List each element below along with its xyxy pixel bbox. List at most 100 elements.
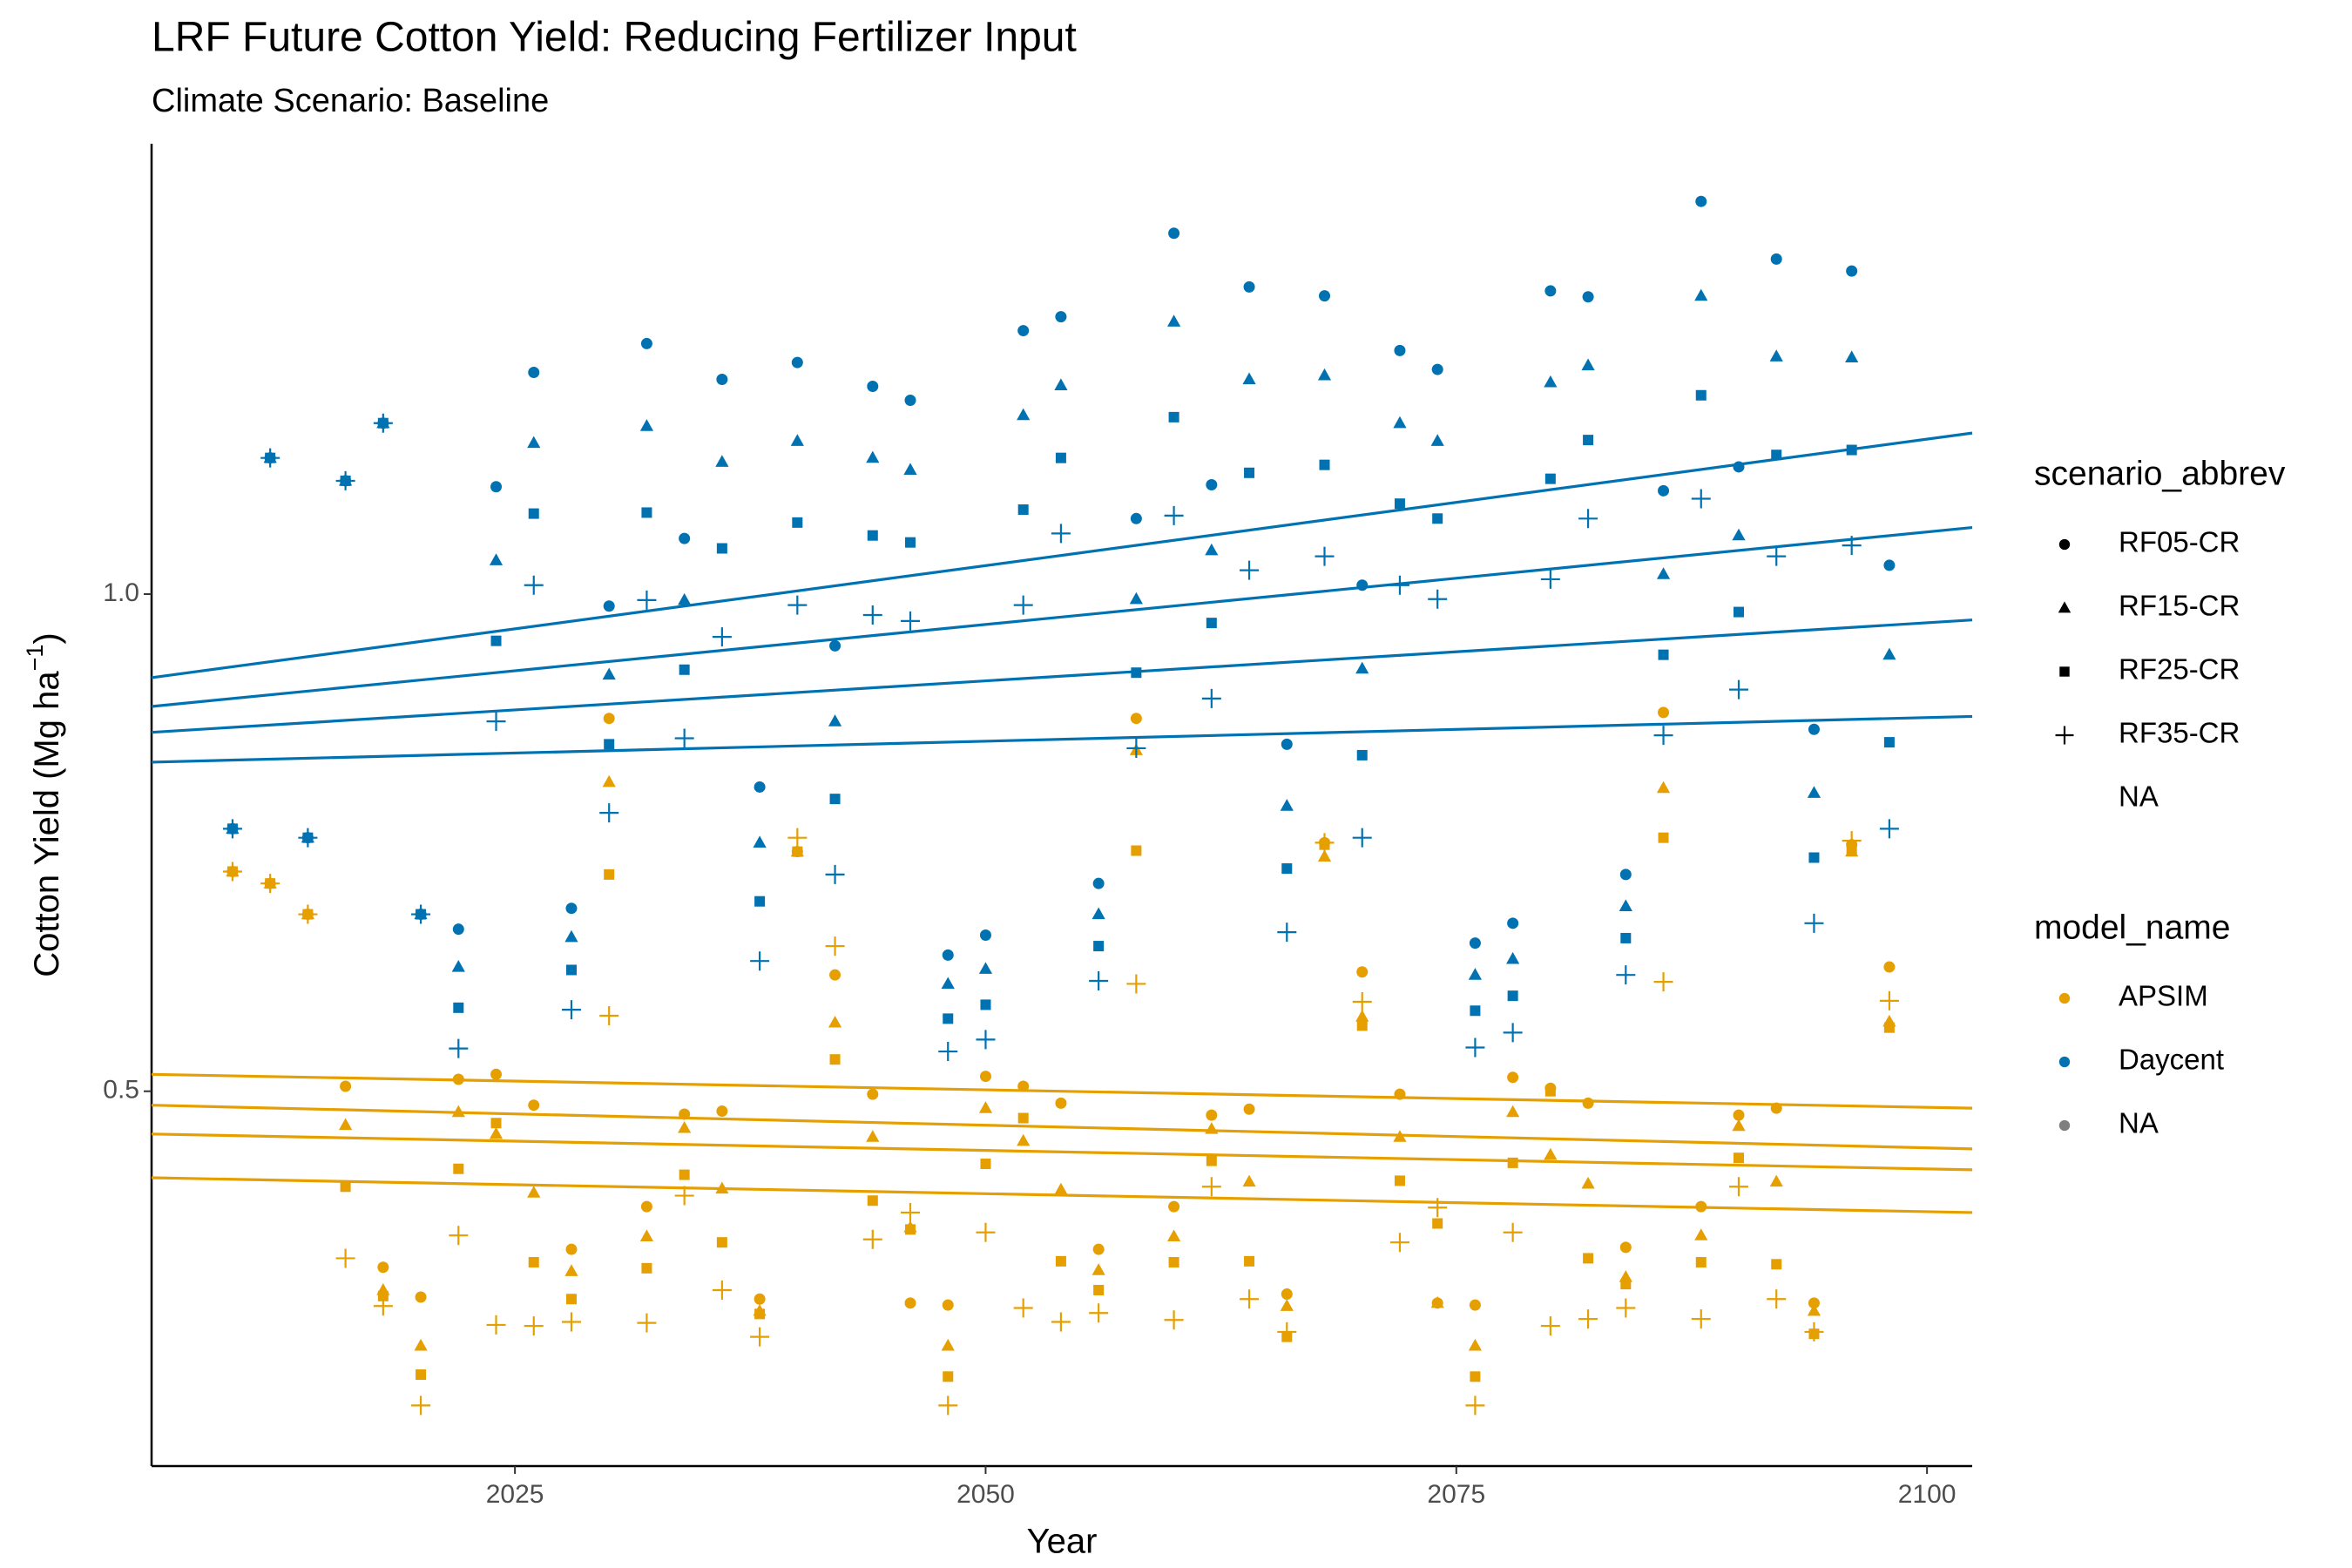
point xyxy=(486,1315,506,1335)
point xyxy=(1729,1177,1748,1197)
point xyxy=(222,862,242,882)
point xyxy=(640,337,652,349)
point xyxy=(415,1291,427,1303)
point xyxy=(452,923,464,936)
point xyxy=(340,1181,351,1193)
point xyxy=(335,1248,355,1268)
point xyxy=(1089,971,1109,991)
point xyxy=(1653,726,1673,746)
point xyxy=(1470,1371,1481,1382)
point xyxy=(298,828,318,848)
point xyxy=(1017,1112,1029,1124)
point xyxy=(1055,1255,1066,1267)
point xyxy=(674,728,694,748)
trend-line xyxy=(151,618,1973,734)
point xyxy=(1166,1229,1181,1241)
point xyxy=(1620,932,1632,943)
point xyxy=(1356,966,1369,978)
point xyxy=(1055,1097,1067,1109)
point xyxy=(980,1159,991,1170)
point xyxy=(862,1229,882,1249)
point xyxy=(377,1261,389,1274)
point xyxy=(943,1371,954,1382)
point xyxy=(1771,449,1782,461)
point xyxy=(1092,907,1105,920)
trend-line xyxy=(151,431,1973,679)
point xyxy=(1317,849,1332,862)
legend-title: scenario_abbrev xyxy=(2034,455,2286,492)
point xyxy=(1093,1284,1105,1295)
point xyxy=(1352,828,1372,848)
point xyxy=(1168,1257,1179,1268)
point xyxy=(1619,868,1632,881)
point xyxy=(1281,738,1293,750)
point xyxy=(1733,1152,1744,1164)
point xyxy=(980,999,991,1010)
point xyxy=(524,1316,544,1336)
x-tick-label: 2075 xyxy=(1427,1480,1485,1509)
point xyxy=(1355,1010,1369,1022)
point xyxy=(411,1396,431,1416)
point xyxy=(1206,1155,1217,1166)
point xyxy=(1883,961,1896,973)
point xyxy=(976,1222,996,1242)
point xyxy=(1093,941,1105,952)
point xyxy=(1882,647,1896,660)
point xyxy=(1013,595,1033,615)
point xyxy=(1733,461,1745,473)
point xyxy=(1581,1176,1595,1189)
point xyxy=(451,1105,465,1118)
point xyxy=(1658,649,1669,660)
point xyxy=(1506,1105,1520,1118)
point xyxy=(716,1105,728,1118)
point xyxy=(1658,706,1670,719)
point xyxy=(979,1071,991,1083)
chart-title: LRF Future Cotton Yield: Reducing Fertil… xyxy=(152,15,1077,61)
point xyxy=(1243,1103,1255,1115)
point xyxy=(1356,1020,1368,1031)
legend-label: NA xyxy=(2119,781,2159,813)
point xyxy=(1770,253,1782,265)
point xyxy=(449,1038,469,1058)
point xyxy=(564,929,578,943)
point xyxy=(750,951,770,971)
point xyxy=(674,1186,694,1206)
point xyxy=(712,627,732,647)
point xyxy=(1729,679,1748,700)
point xyxy=(1277,1321,1297,1342)
point xyxy=(1804,1321,1824,1342)
point xyxy=(1389,575,1409,595)
point xyxy=(1544,1085,1556,1097)
point xyxy=(1691,1309,1711,1329)
point xyxy=(1017,325,1030,337)
trend-line xyxy=(151,525,1973,708)
point xyxy=(373,413,393,433)
point xyxy=(1503,1222,1523,1242)
point xyxy=(1694,288,1708,301)
point xyxy=(678,592,692,605)
point xyxy=(1732,528,1746,541)
point xyxy=(1619,1241,1632,1254)
point xyxy=(1767,1289,1787,1309)
point xyxy=(561,1000,581,1020)
point xyxy=(1770,1102,1782,1114)
point xyxy=(1808,1297,1820,1309)
point xyxy=(1240,1289,1260,1309)
point xyxy=(1280,799,1294,811)
point xyxy=(527,436,541,449)
point xyxy=(1582,291,1594,303)
point xyxy=(1583,1253,1594,1264)
point xyxy=(1468,1338,1483,1351)
point xyxy=(1807,1303,1821,1316)
point xyxy=(1356,749,1368,760)
point xyxy=(829,969,841,981)
point xyxy=(260,874,280,894)
point xyxy=(901,611,921,631)
point xyxy=(486,712,506,732)
point xyxy=(1394,1175,1405,1186)
point xyxy=(1281,1288,1293,1301)
point xyxy=(941,977,955,990)
point xyxy=(564,1264,578,1276)
point xyxy=(1465,1396,1485,1416)
point xyxy=(1352,991,1372,1011)
